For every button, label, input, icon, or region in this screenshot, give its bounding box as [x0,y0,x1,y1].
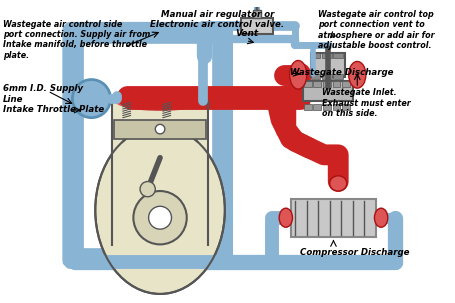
Bar [310,74,319,78]
Bar [333,53,342,58]
Bar [321,53,331,58]
Bar [303,82,311,87]
Ellipse shape [329,176,346,191]
Bar [112,101,207,260]
Ellipse shape [374,208,387,227]
Text: Wastegate Inlet.
Exhaust must enter
on this side.: Wastegate Inlet. Exhaust must enter on t… [321,88,410,118]
Bar [322,82,330,87]
Circle shape [72,80,110,118]
Text: Wastegate Discharge: Wastegate Discharge [289,68,392,77]
Circle shape [133,191,187,245]
Bar [303,104,311,110]
Bar [313,82,320,87]
Bar [310,53,319,58]
Ellipse shape [289,61,306,89]
Bar [290,199,375,237]
Bar [321,74,331,78]
Circle shape [140,181,155,197]
Bar [198,101,207,241]
FancyBboxPatch shape [68,28,226,262]
Bar [333,74,342,78]
Bar [253,10,260,18]
Bar [114,120,205,139]
Ellipse shape [136,95,183,106]
Bar [322,104,330,110]
Ellipse shape [95,126,224,294]
Text: 6mm I.D. Supply
Line: 6mm I.D. Supply Line [3,84,83,104]
Bar [310,53,344,77]
Bar [313,104,320,110]
Ellipse shape [278,208,292,227]
Bar [241,18,273,34]
Text: Manual air regulator or
Electronic air control valve.: Manual air regulator or Electronic air c… [150,10,283,29]
Bar [332,104,339,110]
Bar [112,101,121,241]
Bar [332,82,339,87]
Bar [341,82,349,87]
Text: Vent: Vent [235,29,258,38]
Bar [341,104,349,110]
Bar [302,82,352,101]
Circle shape [148,206,171,229]
Ellipse shape [348,62,365,88]
Ellipse shape [114,90,205,111]
Circle shape [155,124,164,134]
Text: Wastegate air control side
port connection. Supply air from
Intake manifold, bef: Wastegate air control side port connecti… [3,20,150,60]
Text: Wastegate air control top
port connection vent to
atmosphere or add air for
adju: Wastegate air control top port connectio… [318,10,434,50]
Text: Intake Throttle Plate: Intake Throttle Plate [3,105,104,114]
Text: Compressor Discharge: Compressor Discharge [299,248,409,257]
